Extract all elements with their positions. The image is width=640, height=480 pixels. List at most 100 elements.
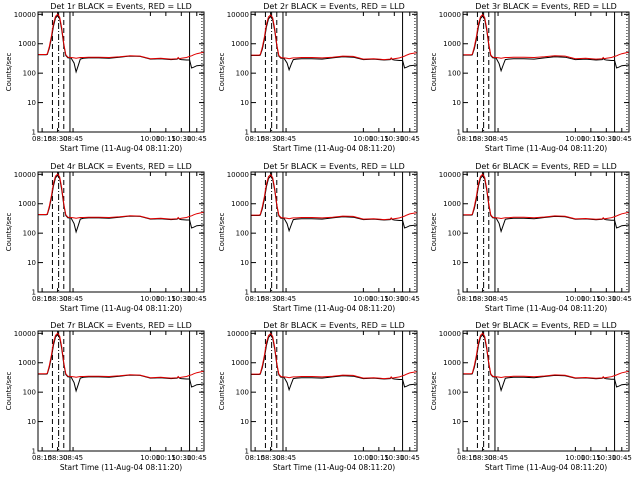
y-axis-label: Counts/sec bbox=[430, 213, 438, 252]
y-tick-label: 1 bbox=[245, 448, 249, 456]
plot-frame bbox=[250, 11, 418, 133]
x-tick-label: 08:45 bbox=[488, 295, 508, 303]
x-tick-label: 08:45 bbox=[63, 454, 83, 462]
x-axis-label: Start Time (11-Aug-04 08:11:20) bbox=[485, 304, 607, 313]
x-tick-label: 08:15 bbox=[457, 454, 477, 462]
x-tick-label: 10:30 bbox=[384, 135, 404, 143]
y-tick-label: 10000 bbox=[227, 11, 249, 19]
y-tick-label: 10000 bbox=[14, 11, 36, 19]
series-line-events bbox=[251, 334, 418, 392]
x-tick-label: 08:30 bbox=[260, 454, 280, 462]
x-tick-label: 10:30 bbox=[384, 454, 404, 462]
y-tick-label: 1000 bbox=[18, 200, 36, 208]
chart-title: Det 1r BLACK = Events, RED = LLD bbox=[50, 2, 192, 11]
x-tick-label: 08:30 bbox=[47, 295, 67, 303]
chart-panel-6: Det 6r BLACK = Events, RED = LLD Counts/s… bbox=[430, 162, 632, 313]
plot-frame bbox=[462, 171, 630, 293]
chart-panel-4: Det 4r BLACK = Events, RED = LLD Counts/s… bbox=[5, 162, 207, 313]
plot-frame bbox=[37, 171, 205, 293]
chart-panel-2: Det 2r BLACK = Events, RED = LLD Counts/s… bbox=[218, 2, 420, 153]
series-line-lld bbox=[38, 332, 205, 379]
series-line-events bbox=[463, 15, 630, 73]
x-tick-label: 08:15 bbox=[32, 295, 52, 303]
x-tick-label: 10:00 bbox=[353, 135, 373, 143]
x-tick-label: 08:30 bbox=[260, 135, 280, 143]
y-tick-label: 1 bbox=[32, 448, 36, 456]
x-tick-label: 08:45 bbox=[488, 454, 508, 462]
y-axis-label: Counts/sec bbox=[5, 213, 13, 252]
plot-frame bbox=[37, 11, 205, 133]
y-tick-label: 1000 bbox=[443, 359, 461, 367]
y-tick-label: 10 bbox=[27, 259, 36, 267]
x-tick-label: 10:45 bbox=[400, 135, 420, 143]
y-axis-label: Counts/sec bbox=[430, 372, 438, 411]
x-tick-label: 10:00 bbox=[353, 454, 373, 462]
x-tick-label: 10:00 bbox=[140, 135, 160, 143]
x-tick-label: 08:45 bbox=[488, 135, 508, 143]
series-line-lld bbox=[38, 173, 205, 220]
series-line-events bbox=[38, 333, 205, 393]
y-tick-label: 10 bbox=[240, 418, 249, 426]
y-tick-label: 100 bbox=[23, 70, 36, 78]
x-tick-label: 08:30 bbox=[47, 135, 67, 143]
x-axis-label: Start Time (11-Aug-04 08:11:20) bbox=[60, 144, 182, 153]
y-tick-label: 1 bbox=[457, 129, 461, 137]
x-tick-label: 10:30 bbox=[596, 454, 616, 462]
x-tick-label: 08:45 bbox=[276, 454, 296, 462]
series-line-events bbox=[463, 174, 630, 234]
y-tick-label: 10000 bbox=[439, 330, 461, 338]
x-tick-label: 08:45 bbox=[276, 295, 296, 303]
chart-title: Det 5r BLACK = Events, RED = LLD bbox=[263, 162, 405, 171]
chart-panel-5: Det 5r BLACK = Events, RED = LLD Counts/s… bbox=[218, 162, 420, 313]
x-tick-label: 08:15 bbox=[32, 135, 52, 143]
x-tick-label: 10:30 bbox=[596, 295, 616, 303]
x-axis-label: Start Time (11-Aug-04 08:11:20) bbox=[60, 304, 182, 313]
chart-panel-7: Det 7r BLACK = Events, RED = LLD Counts/s… bbox=[5, 321, 207, 472]
y-tick-label: 1000 bbox=[443, 40, 461, 48]
y-tick-label: 100 bbox=[23, 230, 36, 238]
y-tick-label: 10000 bbox=[227, 171, 249, 179]
plot-frame bbox=[462, 11, 630, 133]
x-tick-label: 10:45 bbox=[612, 135, 632, 143]
x-tick-label: 10:15 bbox=[581, 135, 601, 143]
y-tick-label: 10000 bbox=[439, 11, 461, 19]
series-line-events bbox=[463, 333, 630, 393]
x-tick-label: 08:45 bbox=[63, 135, 83, 143]
x-tick-label: 10:15 bbox=[369, 135, 389, 143]
y-tick-label: 1 bbox=[457, 448, 461, 456]
x-tick-label: 10:15 bbox=[156, 454, 176, 462]
series-line-lld bbox=[38, 13, 205, 60]
x-tick-label: 10:30 bbox=[596, 135, 616, 143]
y-tick-label: 10 bbox=[27, 99, 36, 107]
x-tick-label: 10:15 bbox=[156, 135, 176, 143]
x-tick-label: 08:15 bbox=[32, 454, 52, 462]
series-line-lld bbox=[463, 173, 630, 220]
series-line-events bbox=[251, 15, 418, 72]
series-line-lld bbox=[463, 13, 630, 60]
y-tick-label: 100 bbox=[23, 389, 36, 397]
y-tick-label: 1000 bbox=[443, 200, 461, 208]
x-tick-label: 08:30 bbox=[47, 454, 67, 462]
y-tick-label: 10000 bbox=[227, 330, 249, 338]
x-axis-label: Start Time (11-Aug-04 08:11:20) bbox=[60, 463, 182, 472]
chart-title: Det 9r BLACK = Events, RED = LLD bbox=[475, 321, 617, 330]
chart-title: Det 2r BLACK = Events, RED = LLD bbox=[263, 2, 405, 11]
x-tick-label: 10:30 bbox=[171, 454, 191, 462]
y-tick-label: 10 bbox=[452, 418, 461, 426]
y-tick-label: 1 bbox=[245, 129, 249, 137]
x-tick-label: 08:45 bbox=[63, 295, 83, 303]
y-axis-label: Counts/sec bbox=[218, 53, 226, 92]
plot-frame bbox=[37, 330, 205, 452]
y-tick-label: 10 bbox=[452, 99, 461, 107]
series-line-lld bbox=[251, 14, 418, 61]
y-axis-label: Counts/sec bbox=[5, 53, 13, 92]
y-tick-label: 10 bbox=[27, 418, 36, 426]
y-tick-label: 1000 bbox=[231, 200, 249, 208]
chart-title: Det 4r BLACK = Events, RED = LLD bbox=[50, 162, 192, 171]
x-tick-label: 10:30 bbox=[171, 135, 191, 143]
x-tick-label: 10:15 bbox=[369, 295, 389, 303]
x-tick-label: 10:00 bbox=[140, 295, 160, 303]
y-tick-label: 10000 bbox=[439, 171, 461, 179]
chart-title: Det 6r BLACK = Events, RED = LLD bbox=[475, 162, 617, 171]
x-tick-label: 08:15 bbox=[245, 135, 265, 143]
